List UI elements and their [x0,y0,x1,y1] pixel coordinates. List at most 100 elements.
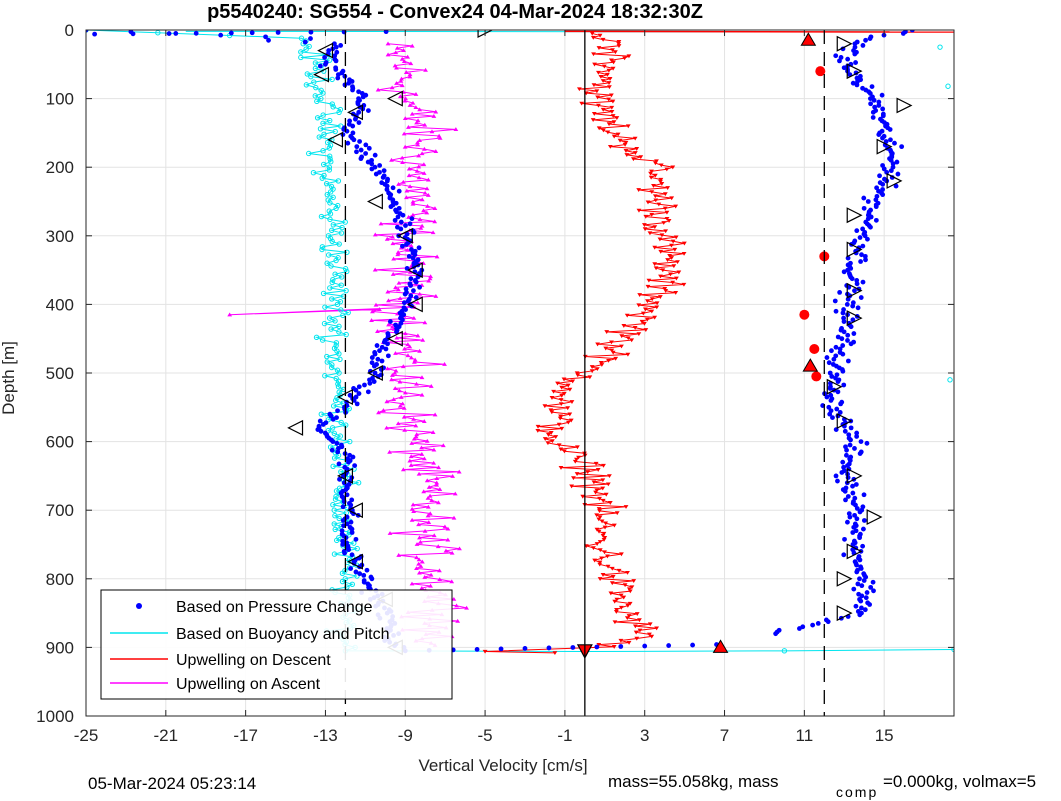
descent-point [632,326,638,330]
pressure-point [173,31,179,36]
buoyancy-point [312,65,319,72]
pressure-point [851,331,857,336]
pressure-point [880,113,886,119]
pressure-point [841,382,847,388]
ascent-point [425,177,431,182]
pressure-point [377,163,383,168]
ascent-marker-triangle [846,310,863,327]
ascent-point [408,61,414,66]
buoyancy-point [338,230,345,236]
ascent-point [417,348,422,353]
buoyancy-point [321,161,327,168]
descent-point [614,511,620,516]
descent-point [600,498,606,503]
descent-point [579,101,585,106]
pressure-point [401,300,407,306]
descent-point [632,136,638,141]
y-tick-label: 800 [46,570,74,589]
ascent-point [420,337,426,342]
descent-point [555,381,560,386]
descent-point [609,348,615,353]
ascent-point [405,54,411,59]
footer-comp-volmax: =0.000kg, volmax=5 [883,772,1037,791]
pressure-point [845,358,851,364]
ascent-point [456,469,462,474]
ascent-point [430,230,436,235]
buoyancy-point [320,148,326,154]
descent-point [648,175,654,180]
pressure-point [384,183,390,189]
legend-label-descent: Upwelling on Descent [176,652,331,669]
ascent-point [395,421,401,426]
descent-point [556,443,562,448]
buoyancy-point [321,131,327,137]
pressure-point [828,398,834,403]
ascent-point [442,524,448,529]
descent-point [572,459,578,464]
pressure-point [332,53,338,59]
descent-point [597,515,603,520]
ascent-point [417,138,423,142]
buoyancy-point [321,320,328,327]
ascent-point [404,188,410,193]
ascent-point [410,199,416,204]
descent-point [612,599,618,604]
chart-title: p5540240: SG554 - Convex24 04-Mar-2024 1… [207,1,703,23]
descent-point [594,527,600,532]
pressure-point [855,305,861,311]
buoyancy-point [324,353,330,360]
buoyancy-point [298,35,305,41]
descent-point [634,612,640,616]
descent-point [592,558,598,563]
x-tick-label: -13 [313,726,338,745]
ascent-point [396,287,401,292]
descent-point [658,163,664,168]
descent-point [653,266,659,271]
pressure-point [860,243,866,249]
buoyancy-point [332,512,338,519]
ascent-point [434,254,440,259]
ascent-point [377,307,382,312]
descent-point [618,593,624,598]
descent-point [599,363,605,367]
ascent-point [369,318,374,322]
pressure-point [365,108,371,114]
descent-point [616,44,622,48]
ascent-point [390,272,396,276]
x-tick-label: -21 [154,726,179,745]
descent-point [590,118,596,123]
pressure-point [858,259,864,264]
ascent-point [428,583,433,588]
ascent-point [418,225,424,230]
descent-point [596,517,602,522]
descent-point [603,521,609,526]
pressure-point [892,140,897,146]
legend-label-ascent: Upwelling on Ascent [176,676,321,693]
descent-point [670,165,676,170]
pressure-point [411,260,417,266]
ascent-point [453,127,459,132]
pressure-point [318,428,324,434]
descent-point [660,268,666,273]
buoyancy-point [322,304,328,310]
descent-point [591,83,597,88]
pressure-point [407,221,413,227]
pressure-point [868,101,874,107]
pressure-point [666,643,672,648]
buoyancy-point [319,175,325,181]
descent-point [559,385,565,390]
buoyancy-point [317,126,324,132]
pressure-point [350,454,356,460]
descent-point [646,278,652,283]
buoyancy-point [334,367,341,373]
ascent-point [434,480,440,485]
pressure-point [880,135,885,141]
pressure-point [320,422,326,427]
ascent-point [427,493,433,498]
descent-point [624,616,630,621]
pressure-point [850,483,855,489]
descent-point [647,231,653,236]
descent-point [548,431,554,435]
pressure-point [839,336,845,342]
pressure-point [857,235,863,240]
